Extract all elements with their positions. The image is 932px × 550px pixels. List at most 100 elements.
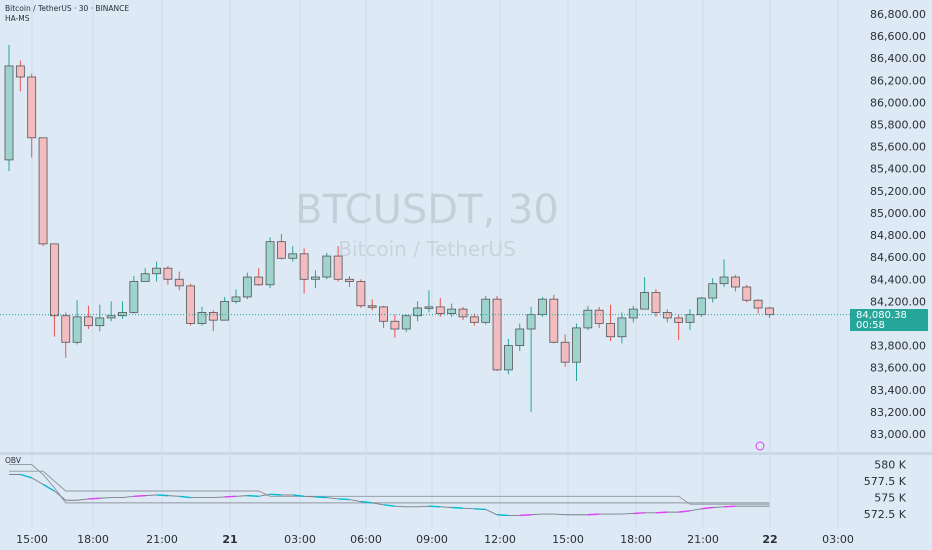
obv-tick-label: 572.5 K: [864, 508, 907, 521]
obv-accent-segment: [633, 512, 645, 515]
candle-body: [322, 255, 332, 278]
candle-body: [526, 314, 536, 330]
candle-body: [299, 253, 309, 280]
price-tick-label: 84,800.00: [870, 229, 926, 242]
candle-body: [765, 307, 774, 316]
candle-body: [742, 286, 752, 301]
time-axis-label: 03:00: [284, 533, 316, 546]
price-tick-label: 83,600.00: [870, 362, 926, 375]
price-tick-label: 84,600.00: [870, 251, 926, 264]
candle-body: [458, 308, 468, 318]
price-tick-label: 83,000.00: [870, 428, 926, 441]
indicator-label: HA-MS: [5, 14, 30, 23]
watermark-name: Bitcoin / TetherUS: [338, 237, 516, 261]
candle-body: [38, 137, 48, 245]
price-tick-label: 85,200.00: [870, 185, 926, 198]
candle-body: [288, 253, 298, 259]
obv-accent-segment: [655, 511, 668, 514]
obv-accent-segment: [383, 504, 395, 507]
candle-body: [311, 276, 320, 280]
time-axis-label: 15:00: [552, 533, 584, 546]
price-tick-label: 85,600.00: [870, 141, 926, 154]
candle-body: [84, 316, 93, 327]
obv-accent-segment: [451, 506, 464, 509]
time-axis-label: 09:00: [416, 533, 448, 546]
candle-body: [265, 241, 275, 286]
candle-body: [254, 276, 264, 286]
candle-body: [606, 323, 615, 338]
price-tick-label: 86,600.00: [870, 30, 926, 43]
watermark-ticker: BTCUSDT, 30: [295, 187, 559, 233]
obv-accent-segment: [519, 514, 532, 517]
candle-body: [197, 312, 207, 324]
candle-body: [242, 276, 252, 298]
candle-body: [276, 241, 286, 259]
time-axis-label: 03:00: [822, 533, 854, 546]
candle-body: [231, 296, 241, 302]
candle-body: [583, 309, 593, 329]
obv-accent-segment: [360, 500, 373, 504]
price-tick-label: 84,200.00: [870, 295, 926, 308]
candle-body: [492, 298, 502, 371]
candle-body: [685, 314, 695, 323]
candle-body: [424, 306, 434, 309]
candle-body: [367, 305, 377, 308]
obv-accent-segment: [428, 505, 441, 508]
current-price-value: 84,080.38: [856, 310, 907, 321]
candle-body: [15, 65, 25, 78]
candle-body: [129, 281, 139, 313]
price-tick-label: 84,400.00: [870, 273, 926, 286]
candle-body: [481, 298, 491, 323]
candle-body: [538, 298, 547, 316]
obv-accent-segment: [587, 513, 600, 516]
candle-body: [50, 243, 59, 317]
candle-body: [140, 273, 150, 282]
obv-accent-segment: [179, 495, 191, 499]
candle-body: [390, 320, 400, 330]
obv-accent-segment: [156, 494, 168, 497]
candle-body: [95, 317, 105, 327]
candle-body: [447, 308, 457, 314]
candle-body: [174, 278, 184, 287]
time-axis-label: 21:00: [687, 533, 719, 546]
price-tick-label: 86,000.00: [870, 96, 926, 109]
candle-body: [333, 255, 343, 280]
candle-body: [118, 312, 127, 317]
candle-body: [61, 315, 71, 343]
price-tick-label: 85,800.00: [870, 119, 926, 132]
obv-tick-label: 577.5 K: [864, 475, 907, 488]
price-tick-label: 83,800.00: [870, 340, 926, 353]
candle-body: [220, 300, 230, 321]
obv-accent-segment: [224, 495, 237, 498]
candle-body: [651, 292, 661, 313]
candle-body: [186, 285, 196, 324]
candle-body: [719, 276, 729, 285]
candle-body: [708, 283, 718, 299]
candle-body: [435, 306, 445, 314]
candle-body: [674, 317, 684, 323]
candle-body: [356, 281, 366, 307]
obv-label: OBV: [5, 456, 21, 465]
obv-accent-segment: [701, 506, 713, 510]
obv-accent-segment: [247, 494, 259, 497]
obv-accent-segment: [724, 505, 736, 508]
candle-body: [640, 292, 649, 310]
time-axis-label: 12:00: [484, 533, 516, 546]
candle-body: [469, 316, 479, 323]
obv-accent-segment: [20, 473, 32, 479]
current-price-tag: 84,080.38 00:58: [850, 309, 928, 331]
obv-accent-segment: [292, 494, 305, 497]
candle-body: [27, 76, 37, 139]
candle-body: [152, 267, 161, 275]
price-tick-label: 85,400.00: [870, 163, 926, 176]
time-axis-label: 15:00: [16, 533, 48, 546]
time-axis-label: 18:00: [77, 533, 109, 546]
obv-tick-label: 575 K: [874, 492, 906, 505]
time-axis-label: 18:00: [620, 533, 652, 546]
time-axis-label: 21:00: [146, 533, 178, 546]
obv-accent-segment: [270, 493, 282, 496]
price-tick-label: 83,400.00: [870, 384, 926, 397]
obv-accent-segment: [338, 498, 350, 501]
candle-body: [401, 315, 411, 330]
